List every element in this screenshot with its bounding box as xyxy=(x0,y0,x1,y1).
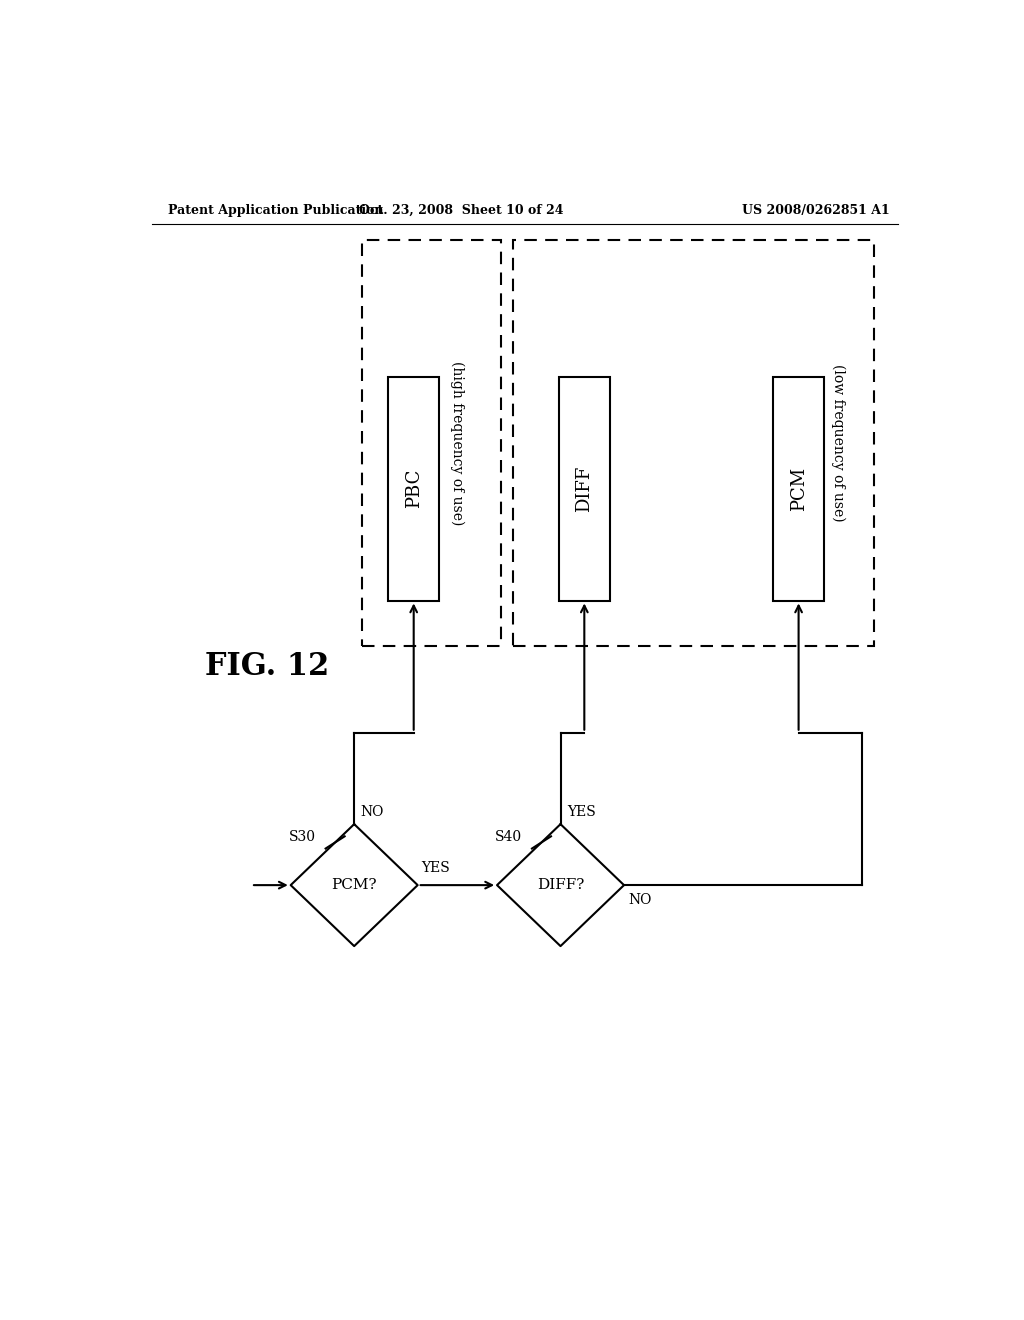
Text: NO: NO xyxy=(628,894,651,907)
Text: Patent Application Publication: Patent Application Publication xyxy=(168,205,383,216)
Bar xyxy=(513,240,873,647)
Bar xyxy=(558,378,610,601)
Bar xyxy=(773,378,824,601)
Text: DIFF?: DIFF? xyxy=(537,878,585,892)
Text: NO: NO xyxy=(360,805,384,818)
Text: PBC: PBC xyxy=(404,469,423,508)
Text: US 2008/0262851 A1: US 2008/0262851 A1 xyxy=(742,205,890,216)
Text: YES: YES xyxy=(422,861,451,875)
Bar xyxy=(388,378,439,601)
Text: S40: S40 xyxy=(496,830,522,845)
Text: S30: S30 xyxy=(289,830,316,845)
Text: FIG. 12: FIG. 12 xyxy=(205,651,329,682)
Text: (low frequency of use): (low frequency of use) xyxy=(831,364,846,521)
Bar xyxy=(362,240,501,647)
Text: PCM?: PCM? xyxy=(332,878,377,892)
Text: Oct. 23, 2008  Sheet 10 of 24: Oct. 23, 2008 Sheet 10 of 24 xyxy=(359,205,563,216)
Text: YES: YES xyxy=(567,805,596,818)
Text: PCM: PCM xyxy=(790,467,808,511)
Text: DIFF: DIFF xyxy=(575,466,593,512)
Text: (high frequency of use): (high frequency of use) xyxy=(451,360,465,525)
